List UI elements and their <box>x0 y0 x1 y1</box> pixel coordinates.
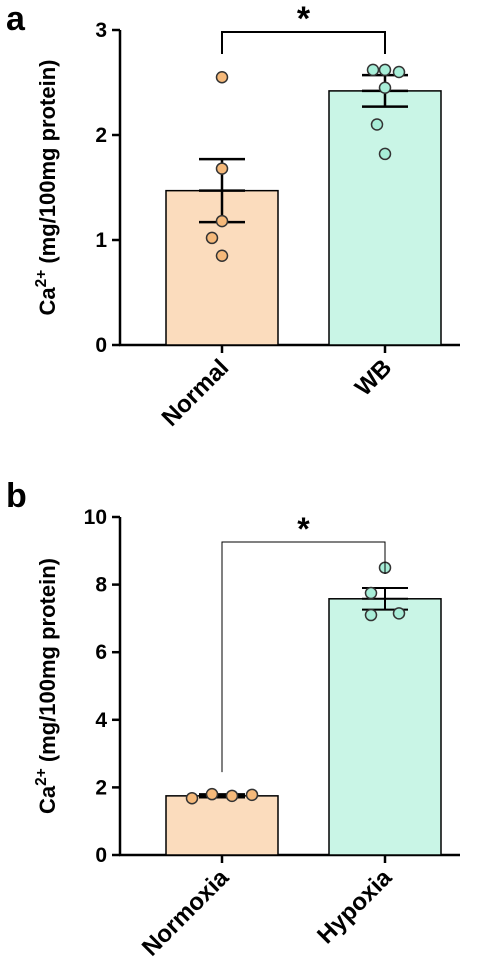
y-tick-label: 0 <box>95 844 107 867</box>
panel-a-label: a <box>6 0 25 38</box>
data-point <box>215 214 229 228</box>
y-tick-label: 1 <box>95 229 107 252</box>
data-point <box>378 147 392 161</box>
data-point <box>392 607 406 620</box>
y-tick-label: 10 <box>84 506 107 529</box>
data-point <box>205 787 219 801</box>
significance-star: * <box>297 0 311 38</box>
data-point <box>215 162 229 175</box>
y-tick-label: 3 <box>95 19 107 42</box>
x-category-label: Hypoxia <box>312 864 398 950</box>
data-point <box>366 63 380 77</box>
bar-hypoxia <box>328 598 442 856</box>
y-tick-label: 4 <box>95 709 107 732</box>
y-axis-label: Ca2+ (mg/100mg protein) <box>33 558 60 814</box>
significance-bracket <box>221 541 386 773</box>
y-axis-label: Ca2+ (mg/100mg protein) <box>33 60 60 316</box>
y-tick-label: 2 <box>95 124 107 147</box>
data-point <box>364 608 378 622</box>
y-tick-label: 2 <box>95 776 107 799</box>
chart-panel-b: 0 2 4 6 8 10 Ca2+ (mg/100mg protein) Normoxia Hy… <box>33 506 460 962</box>
data-point <box>215 71 229 84</box>
data-point <box>215 249 229 262</box>
bar-normoxia <box>165 795 279 856</box>
data-point <box>370 118 384 131</box>
y-tick-label: 6 <box>95 641 107 664</box>
significance-bracket <box>221 31 386 54</box>
bar-wb <box>328 90 442 346</box>
x-category-label: Normoxia <box>137 864 235 962</box>
y-tick-label: 0 <box>95 334 107 357</box>
data-point <box>225 789 239 803</box>
x-category-label: Normal <box>157 354 235 432</box>
data-point <box>378 81 392 94</box>
significance-star: * <box>297 511 310 547</box>
data-point <box>245 788 259 802</box>
data-point <box>185 791 199 805</box>
data-point <box>364 586 378 600</box>
panel-b-label: b <box>6 477 27 515</box>
x-category-label: WB <box>350 354 397 401</box>
y-tick-label: 8 <box>95 574 107 597</box>
chart-panel-a: 0 1 2 3 Ca2+ (mg/100mg protein) Normal WB * <box>33 0 460 432</box>
data-point <box>205 231 219 245</box>
data-point <box>392 65 406 79</box>
data-point <box>378 63 392 77</box>
